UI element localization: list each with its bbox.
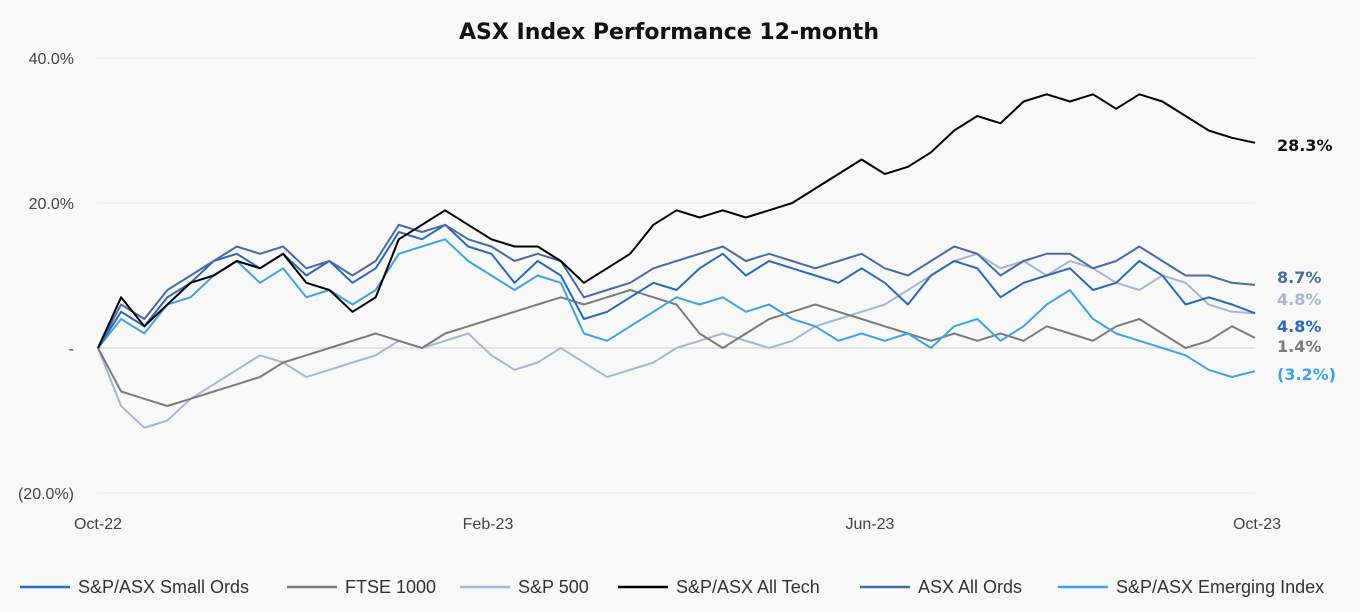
series-lines — [97, 93, 1256, 429]
end-value-label: 4.8% — [1277, 290, 1321, 309]
end-value-label: 28.3% — [1277, 136, 1333, 155]
y-tick-label: (20.0%) — [18, 486, 74, 503]
x-axis: Oct-22 Feb-23 Jun-23 Oct-23 — [74, 516, 1281, 533]
y-tick-label: - — [69, 341, 74, 358]
series-line — [97, 93, 1256, 349]
series-line — [97, 238, 1256, 378]
x-tick-label: Oct-23 — [1233, 516, 1281, 533]
series-line — [97, 223, 1256, 349]
x-tick-label: Feb-23 — [463, 516, 514, 533]
x-tick-label: Jun-23 — [846, 516, 895, 533]
y-tick-label: 40.0% — [29, 51, 74, 68]
chart-title: ASX Index Performance 12-month — [459, 20, 879, 45]
legend-label: S&P/ASX Small Ords — [78, 577, 249, 597]
legend-label: S&P/ASX All Tech — [676, 577, 820, 597]
legend-label: ASX All Ords — [918, 577, 1022, 597]
legend-label: S&P 500 — [518, 577, 589, 597]
y-tick-label: 20.0% — [29, 196, 74, 213]
end-value-label: 4.8% — [1277, 317, 1321, 336]
legend-label: S&P/ASX Emerging Index — [1116, 577, 1324, 597]
series-line — [97, 223, 1256, 349]
end-value-label: 8.7% — [1277, 268, 1321, 287]
end-value-label: (3.2%) — [1277, 365, 1336, 384]
legend: S&P/ASX Small Ords FTSE 1000 S&P 500 S&P/AS… — [20, 577, 1324, 597]
end-labels: 4.8%1.4%4.8%28.3%8.7%(3.2%) — [1277, 136, 1336, 384]
end-value-label: 1.4% — [1277, 337, 1321, 356]
x-tick-label: Oct-22 — [74, 516, 122, 533]
y-axis: 40.0% 20.0% - (20.0%) — [18, 51, 74, 503]
legend-label: FTSE 1000 — [345, 577, 436, 597]
series-line — [97, 289, 1256, 407]
series-line — [97, 252, 1256, 429]
